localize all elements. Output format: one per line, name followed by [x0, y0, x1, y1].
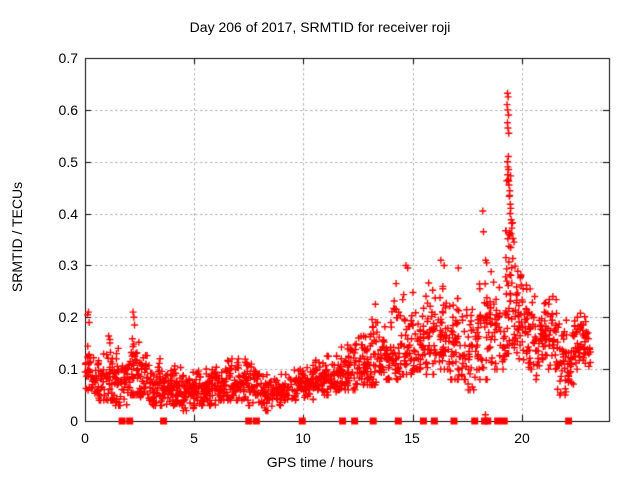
- y-tick-label-0.5: 0.5: [58, 154, 78, 170]
- y-axis-label: SRMTID / TECUs: [9, 181, 25, 293]
- x-axis-label: GPS time / hours: [266, 454, 374, 470]
- y-tick-label-0.2: 0.2: [58, 309, 78, 325]
- y-tick-label-0.3: 0.3: [58, 257, 78, 273]
- y-tick-label-0.6: 0.6: [58, 102, 78, 118]
- y-tick-label-0.4: 0.4: [58, 206, 78, 222]
- x-tick-label-0: 0: [81, 430, 89, 446]
- x-tick-label-15: 15: [404, 430, 420, 446]
- chart-title: Day 206 of 2017, SRMTID for receiver roj…: [189, 19, 451, 35]
- y-tick-label-0.7: 0.7: [58, 50, 78, 66]
- x-tick-label-5: 5: [190, 430, 198, 446]
- y-tick-label-0.1: 0.1: [58, 361, 78, 377]
- x-tick-label-20: 20: [514, 430, 530, 446]
- x-tick-label-10: 10: [295, 430, 311, 446]
- y-tick-label-0: 0: [70, 413, 78, 429]
